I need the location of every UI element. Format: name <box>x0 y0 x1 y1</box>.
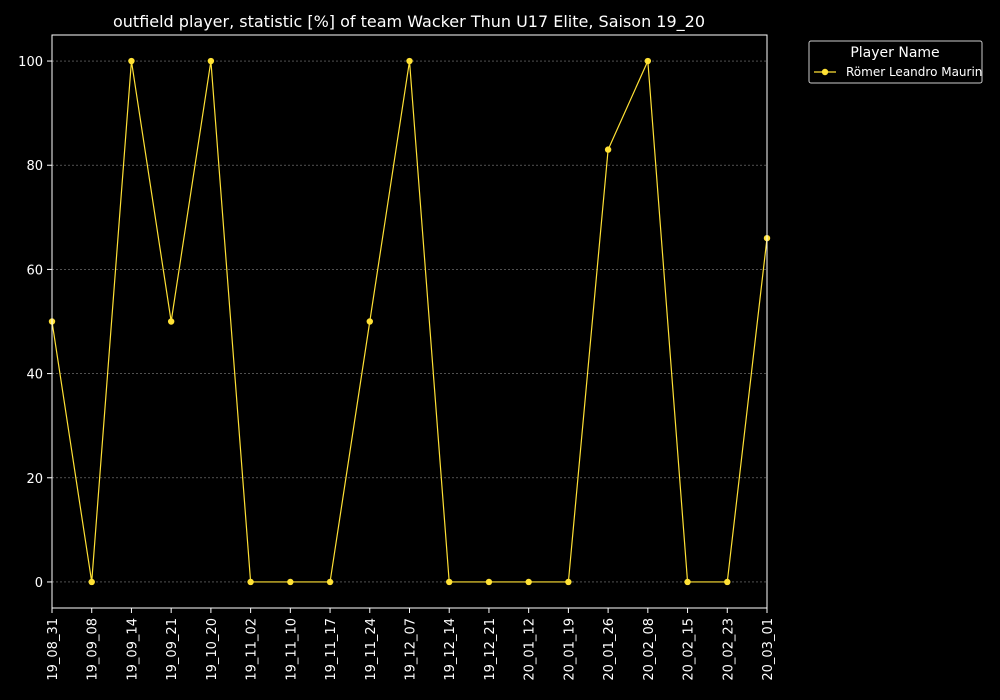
data-point <box>446 578 453 586</box>
x-tick-label: 19_10_20 <box>205 618 220 681</box>
x-tick-label: 19_09_08 <box>86 618 101 681</box>
x-tick-label: 19_12_07 <box>404 618 419 681</box>
x-tick-label: 20_01_19 <box>562 618 577 681</box>
data-point <box>128 57 135 65</box>
x-tick-label: 20_03_01 <box>761 618 776 681</box>
x-tick-label: 20_02_15 <box>682 618 697 681</box>
data-point <box>287 578 294 586</box>
y-axis: 0 20 40 60 80 100 <box>18 55 52 591</box>
x-tick-label: 19_11_10 <box>284 618 299 681</box>
data-point <box>326 578 334 586</box>
series-layer <box>48 57 771 586</box>
legend-entry-label: Römer Leandro Maurin <box>846 65 982 79</box>
x-tick-label: 19_08_31 <box>46 618 61 681</box>
x-tick-label: 19_12_21 <box>483 618 498 681</box>
data-point <box>644 57 652 65</box>
legend-title: Player Name <box>850 45 939 61</box>
x-tick-label: 19_11_17 <box>324 618 339 681</box>
x-tick-label: 19_09_14 <box>125 618 140 681</box>
series-line <box>51 60 768 583</box>
chart-title: outfield player, statistic [%] of team W… <box>113 12 705 32</box>
legend-marker-swatch <box>821 68 829 76</box>
y-tick-label: 80 <box>26 159 43 174</box>
plot-frame <box>51 34 768 609</box>
y-tick-label: 40 <box>26 368 43 383</box>
y-tick-label: 100 <box>18 55 43 70</box>
x-tick-label: 19_11_02 <box>245 618 260 681</box>
data-point <box>167 318 175 325</box>
x-tick-label: 19_12_14 <box>443 618 458 681</box>
x-tick-label: 20_01_12 <box>523 618 538 681</box>
x-tick-label: 19_11_24 <box>364 618 379 681</box>
data-point <box>604 146 612 153</box>
data-point <box>207 57 215 65</box>
x-tick-label: 20_01_26 <box>602 618 617 681</box>
x-tick-label: 20_02_23 <box>721 618 736 681</box>
data-point <box>366 318 373 325</box>
legend: Player Name Römer Leandro Maurin <box>808 40 983 84</box>
data-point <box>406 57 413 65</box>
legend-box <box>808 40 983 84</box>
data-point <box>724 578 731 586</box>
data-point <box>684 578 691 586</box>
data-point <box>485 578 493 586</box>
x-tick-label: 20_02_08 <box>642 618 657 681</box>
data-point <box>88 578 95 586</box>
data-point <box>565 578 572 586</box>
grid-lines <box>52 60 767 583</box>
data-point <box>247 578 254 586</box>
y-tick-label: 0 <box>35 576 43 591</box>
y-tick-label: 20 <box>26 472 43 487</box>
x-tick-label: 19_09_21 <box>165 618 180 681</box>
y-tick-label: 60 <box>26 263 43 278</box>
x-axis: 19_08_31 19_09_08 19_09_14 19_09_21 19_10_20… <box>46 608 776 681</box>
data-point <box>525 578 532 586</box>
